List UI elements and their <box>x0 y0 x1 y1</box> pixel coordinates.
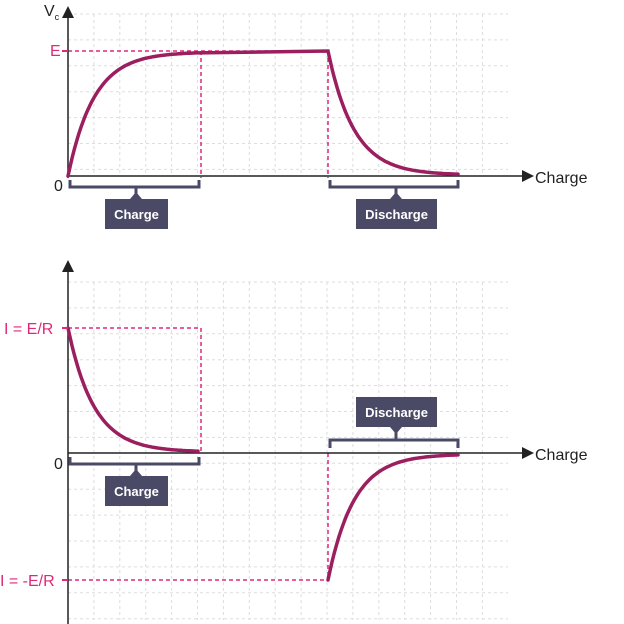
bottom-charge-bracket <box>68 457 201 472</box>
top-graph: Vc Charge 0 E Charge Discharge <box>44 3 588 229</box>
top-y-axis-label: Vc <box>44 3 60 22</box>
top-graph-grid <box>67 13 508 176</box>
bottom-neg-level-label: I = -E/R <box>0 573 55 590</box>
top-discharge-label: Discharge <box>365 207 428 222</box>
bottom-discharge-label-box: Discharge <box>356 397 437 434</box>
bottom-current-discharge-curve <box>326 453 460 582</box>
bottom-discharge-bracket <box>328 432 460 448</box>
top-discharge-bracket <box>328 180 460 195</box>
bottom-graph: Charge 0 I = E/R I = -E/R Charge Dischar… <box>0 260 588 624</box>
bottom-discharge-label: Discharge <box>365 405 428 420</box>
bottom-graph-grid <box>67 281 508 620</box>
bottom-origin-label: 0 <box>54 456 63 473</box>
top-x-axis-label: Charge <box>535 170 588 187</box>
top-vc-curve <box>66 49 460 178</box>
top-origin-label: 0 <box>54 178 63 195</box>
top-charge-label-box: Charge <box>105 192 168 229</box>
bottom-charge-label: Charge <box>114 484 159 499</box>
top-discharge-label-box: Discharge <box>356 192 437 229</box>
bottom-pos-level-label: I = E/R <box>4 321 53 338</box>
bottom-x-axis-label: Charge <box>535 447 588 464</box>
bottom-charge-label-box: Charge <box>105 469 168 506</box>
bottom-current-charge-curve <box>66 326 200 453</box>
top-e-level-label: E <box>50 43 61 60</box>
top-charge-label: Charge <box>114 207 159 222</box>
top-charge-bracket <box>68 180 201 195</box>
